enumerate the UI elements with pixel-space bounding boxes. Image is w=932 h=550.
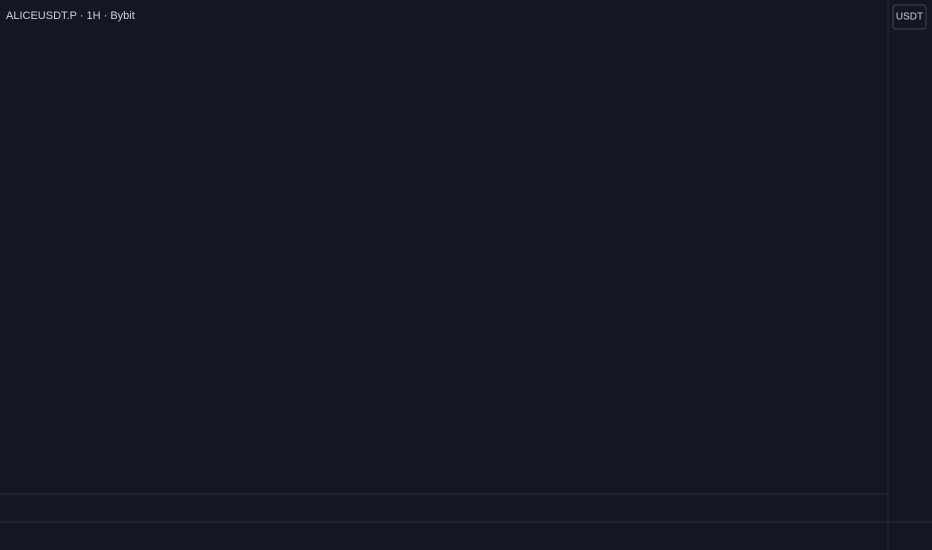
currency[interactable]: USDT bbox=[896, 12, 923, 23]
currency-button[interactable] bbox=[892, 4, 927, 30]
chart-title: ALICEUSDT.P · 1H · Bybit bbox=[6, 10, 135, 22]
